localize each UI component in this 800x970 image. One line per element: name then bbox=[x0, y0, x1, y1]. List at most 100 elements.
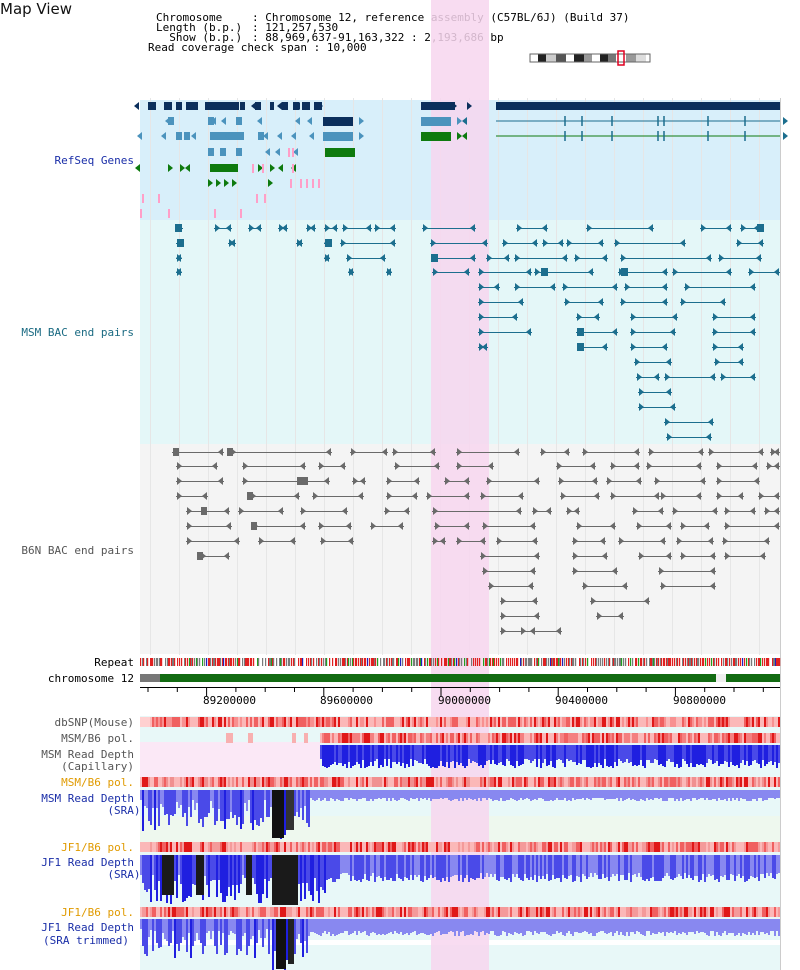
jf1-sra-depth bbox=[506, 855, 508, 880]
jf1-trimmed-depth bbox=[214, 919, 216, 946]
jf1-sra-depth bbox=[606, 855, 608, 877]
repeat-mark bbox=[177, 658, 179, 666]
jf1-trimmed-depth bbox=[532, 919, 534, 935]
jf1-trimmed-depth bbox=[340, 919, 342, 933]
msm-pol-strip bbox=[338, 733, 340, 743]
jf1-sra-depth bbox=[436, 855, 438, 880]
gene-block bbox=[236, 117, 242, 125]
msm-sra-depth bbox=[690, 790, 692, 801]
feature-arrow bbox=[295, 117, 300, 125]
jf1-pol-strip-2 bbox=[264, 907, 266, 917]
feature-arrow bbox=[313, 492, 318, 500]
feature-arrow bbox=[575, 254, 580, 262]
jf1-sra-depth bbox=[522, 855, 524, 881]
jf1-pol-strip bbox=[458, 842, 460, 852]
jf1-sra-depth bbox=[468, 855, 470, 882]
msm-pol-strip-2 bbox=[292, 777, 294, 787]
jf1-pol-strip bbox=[740, 842, 742, 852]
feature-arrow bbox=[543, 239, 548, 247]
msm-sra-depth bbox=[488, 790, 490, 798]
dbsnp-strip bbox=[736, 717, 738, 727]
repeat-mark bbox=[433, 658, 435, 666]
msm-pol-strip bbox=[380, 733, 382, 743]
jf1-pol-strip bbox=[472, 842, 474, 852]
dbsnp-strip bbox=[366, 717, 368, 727]
jf1-trimmed-depth bbox=[564, 919, 566, 936]
jf1-sra-depth bbox=[158, 855, 160, 881]
jf1-trimmed-depth bbox=[330, 919, 332, 936]
ideogram-band bbox=[616, 54, 626, 62]
jf1-trimmed-depth bbox=[616, 919, 618, 931]
jf1-pol-strip bbox=[154, 842, 156, 852]
jf1-sra-depth bbox=[236, 855, 238, 885]
msm-capillary-depth bbox=[484, 745, 486, 765]
jf1-pol-strip-2 bbox=[294, 907, 296, 917]
jf1-pol-strip bbox=[504, 842, 506, 852]
jf1-trimmed-depth bbox=[478, 919, 480, 936]
msm-capillary-depth bbox=[338, 745, 340, 763]
jf1-pol-strip-2 bbox=[402, 907, 404, 917]
msm-sra-depth bbox=[770, 790, 772, 798]
dbsnp-strip bbox=[178, 717, 180, 727]
dbsnp-strip bbox=[710, 717, 712, 727]
jf1-pol-strip bbox=[366, 842, 368, 852]
msm-pol-strip bbox=[434, 733, 436, 743]
repeat-mark bbox=[756, 658, 758, 666]
jf1-pol-strip-2 bbox=[598, 907, 600, 917]
msm-pol-strip-2 bbox=[244, 777, 246, 787]
jf1-sra-depth bbox=[720, 855, 722, 876]
jf1-pol-strip bbox=[396, 842, 398, 852]
jf1-pol-strip bbox=[382, 842, 384, 852]
msm-sra-depth bbox=[534, 790, 536, 799]
feature-arrow bbox=[307, 224, 312, 232]
jf1-trimmed-depth bbox=[406, 919, 408, 933]
jf1-trimmed-depth bbox=[254, 919, 256, 958]
feature-arrow bbox=[515, 283, 520, 291]
feature-arrow bbox=[634, 462, 639, 470]
msm-sra-depth bbox=[328, 790, 330, 801]
jf1-pol-strip bbox=[314, 842, 316, 852]
dbsnp-strip bbox=[194, 717, 196, 727]
msm-sra-depth bbox=[640, 790, 642, 799]
msm-capillary-depth bbox=[472, 745, 474, 761]
jf1-pol-strip-2 bbox=[258, 907, 260, 917]
dbsnp-strip bbox=[372, 717, 374, 727]
jf1-pol-strip-2 bbox=[722, 907, 724, 917]
jf1-trimmed-depth bbox=[498, 919, 500, 936]
jf1-sra-depth bbox=[736, 855, 738, 876]
msm-capillary-depth bbox=[486, 745, 488, 761]
msm-sra-depth bbox=[606, 790, 608, 799]
jf1-pol-strip-2 bbox=[236, 907, 238, 917]
jf1-pol-strip-2 bbox=[372, 907, 374, 917]
repeat-mark bbox=[568, 658, 570, 666]
jf1-pol-strip-2 bbox=[630, 907, 632, 917]
feature-arrow bbox=[542, 224, 547, 232]
jf1-pol-strip-2 bbox=[556, 907, 558, 917]
jf1-pol-strip bbox=[674, 842, 676, 852]
jf1-pol-strip-2 bbox=[618, 907, 620, 917]
jf1-pol-strip-2 bbox=[254, 907, 256, 917]
jf1-pol-strip-2 bbox=[520, 907, 522, 917]
jf1-trimmed-depth bbox=[666, 919, 668, 932]
msm-sra-depth bbox=[376, 790, 378, 799]
jf1-trimmed-depth bbox=[492, 919, 494, 931]
msm-sra-depth bbox=[572, 790, 574, 798]
repeat-mark bbox=[548, 658, 550, 666]
jf1-pol-strip-2 bbox=[712, 907, 714, 917]
repeat-mark bbox=[774, 658, 776, 666]
jf1-pol-strip bbox=[632, 842, 634, 852]
dbsnp-strip bbox=[552, 717, 554, 727]
jf1-sra-depth bbox=[530, 855, 532, 877]
jf1-trimmed-depth bbox=[740, 919, 742, 936]
jf1-trimmed-depth bbox=[614, 919, 616, 933]
feature-arrow bbox=[293, 148, 298, 156]
repeat-mark bbox=[280, 658, 282, 666]
feature-arrow bbox=[535, 268, 540, 276]
dbsnp-strip bbox=[726, 717, 728, 727]
dbsnp-strip bbox=[486, 717, 488, 727]
msm-pol-strip bbox=[480, 733, 482, 743]
feature-arrow bbox=[467, 102, 472, 110]
msm-pol-strip-2 bbox=[234, 777, 236, 787]
msm-sra-depth bbox=[216, 790, 218, 821]
